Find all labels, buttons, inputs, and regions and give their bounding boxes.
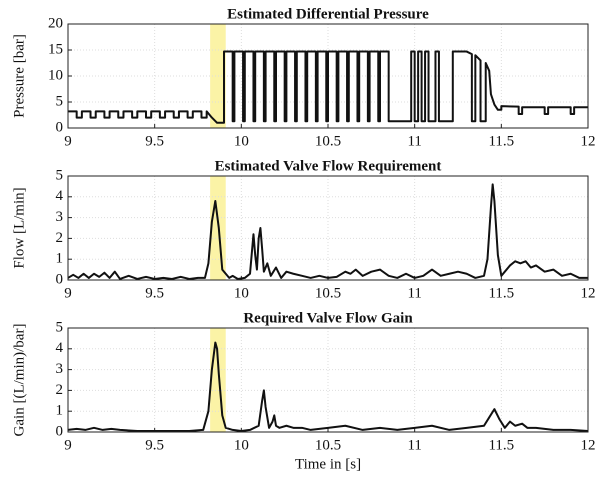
x-axis-label: Time in [s] xyxy=(295,456,361,472)
axes-box xyxy=(67,175,589,281)
x-tick-label: 12 xyxy=(581,133,596,149)
x-tick-label: 11 xyxy=(407,133,421,149)
x-tick-label: 9 xyxy=(64,285,72,301)
x-tick-label: 9 xyxy=(64,437,72,453)
x-tick-label: 11.5 xyxy=(488,437,514,453)
y-tick-label: 4 xyxy=(56,188,64,204)
chart-title: Estimated Differential Pressure xyxy=(227,6,429,22)
y-tick-label: 0 xyxy=(56,119,64,135)
y-tick-label: 3 xyxy=(56,361,64,377)
x-tick-label: 12 xyxy=(581,437,596,453)
y-tick-label: 0 xyxy=(56,423,64,439)
y-tick-label: 15 xyxy=(48,41,63,57)
x-tick-label: 11.5 xyxy=(488,133,514,149)
data-line xyxy=(67,341,589,432)
chart-title: Estimated Valve Flow Requirement xyxy=(215,158,442,174)
x-tick-label: 10 xyxy=(234,437,249,453)
x-tick-label: 9.5 xyxy=(145,133,164,149)
y-tick-label: 10 xyxy=(48,67,63,83)
x-tick-label: 10 xyxy=(234,133,249,149)
y-tick-label: 5 xyxy=(56,167,64,183)
y-axis-label: Flow [L/min] xyxy=(11,187,27,268)
chart-title: Required Valve Flow Gain xyxy=(243,310,413,326)
y-tick-label: 3 xyxy=(56,209,64,225)
y-axis-label: Gain [(L/min)/bar] xyxy=(11,324,27,437)
x-tick-label: 11.5 xyxy=(488,285,514,301)
y-tick-label: 2 xyxy=(56,230,64,246)
x-tick-label: 9.5 xyxy=(145,285,164,301)
y-tick-label: 20 xyxy=(48,15,63,31)
axes-box xyxy=(67,327,589,433)
data-line xyxy=(68,50,588,124)
axes-box xyxy=(67,23,589,129)
x-tick-label: 12 xyxy=(581,285,596,301)
x-tick-label: 10 xyxy=(234,285,249,301)
y-tick-label: 0 xyxy=(56,271,64,287)
x-tick-label: 10.5 xyxy=(315,285,341,301)
y-tick-label: 1 xyxy=(56,251,64,267)
x-tick-label: 9.5 xyxy=(145,437,164,453)
x-tick-label: 11 xyxy=(407,285,421,301)
y-tick-label: 5 xyxy=(56,319,64,335)
y-tick-label: 4 xyxy=(56,340,64,356)
y-axis-label: Pressure [bar] xyxy=(11,34,27,118)
x-tick-label: 10.5 xyxy=(315,133,341,149)
x-tick-label: 9 xyxy=(64,133,72,149)
x-tick-label: 10.5 xyxy=(315,437,341,453)
y-tick-label: 1 xyxy=(56,403,64,419)
y-tick-label: 5 xyxy=(56,93,64,109)
x-tick-label: 11 xyxy=(407,437,421,453)
data-line xyxy=(67,183,588,280)
y-tick-label: 2 xyxy=(56,382,64,398)
